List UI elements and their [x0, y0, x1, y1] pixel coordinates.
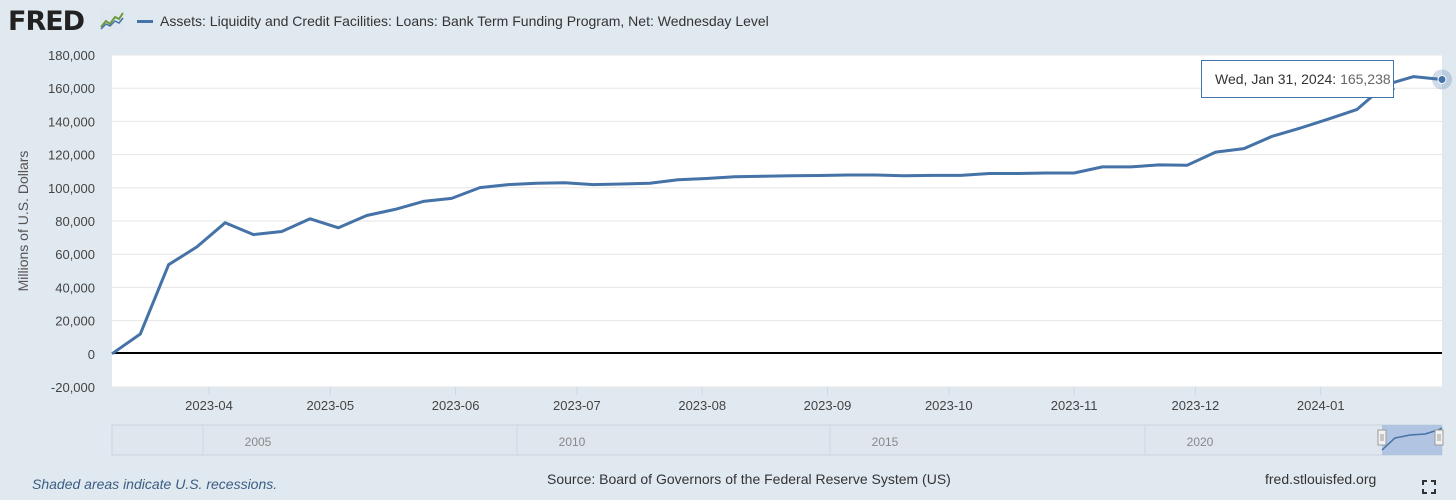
x-tick-label: 2023-05 [306, 398, 354, 413]
navigator-handle-left[interactable] [1377, 429, 1387, 446]
y-axis-ticks: 180,000 160,000 140,000 120,000 100,000 80,00… [48, 48, 95, 395]
navigator-track[interactable] [111, 424, 1443, 456]
legend-swatch [137, 19, 153, 23]
y-tick-label: 0 [88, 347, 95, 362]
hover-point[interactable] [1437, 75, 1447, 85]
tooltip-value: 165,238 [1340, 71, 1391, 87]
navigator-selection[interactable] [1382, 425, 1442, 455]
x-tick-label: 2023-09 [804, 398, 852, 413]
navigator-label: 2020 [1187, 435, 1214, 449]
x-tick-label: 2023-11 [1051, 398, 1098, 413]
source-text: Source: Board of Governors of the Federa… [547, 471, 951, 487]
series [111, 69, 1452, 356]
y-tick-label: 180,000 [48, 48, 95, 63]
tooltip-label: Wed, Jan 31, 2024: [1215, 71, 1337, 87]
y-tick-label: 140,000 [48, 114, 95, 129]
site-link[interactable]: fred.stlouisfed.org [1265, 471, 1377, 487]
y-tick-label: 20,000 [55, 314, 95, 329]
y-tick-label: 80,000 [55, 214, 95, 229]
y-tick-label: -20,000 [51, 380, 95, 395]
fred-logo[interactable]: FRED [8, 6, 85, 37]
navigator-label: 2010 [559, 435, 586, 449]
x-tick-label: 2023-12 [1172, 398, 1220, 413]
x-tick-label: 2023-08 [678, 398, 726, 413]
recession-note: Shaded areas indicate U.S. recessions. [32, 476, 278, 492]
legend-item[interactable]: Assets: Liquidity and Credit Facilities:… [137, 13, 769, 29]
y-tick-label: 40,000 [55, 280, 95, 295]
navigator-labels: 2005 2010 2015 2020 [202, 425, 1214, 455]
x-tick-label: 2023-06 [432, 398, 480, 413]
tooltip: Wed, Jan 31, 2024: 165,238 [1201, 60, 1394, 98]
series-line[interactable] [111, 75, 1443, 356]
fullscreen-icon[interactable] [1422, 480, 1436, 497]
chart-header: FRED Assets: Liquidity and Credit Facili… [0, 0, 1456, 44]
trend-line-icon [100, 10, 124, 30]
legend-label: Assets: Liquidity and Credit Facilities:… [160, 13, 769, 29]
x-tick-label: 2024-01 [1297, 398, 1345, 413]
x-tick-label: 2023-04 [185, 398, 233, 413]
x-tick-label: 2023-07 [553, 398, 601, 413]
navigator-label: 2015 [872, 435, 899, 449]
navigator-label: 2005 [245, 435, 272, 449]
y-tick-label: 100,000 [48, 181, 95, 196]
navigator-handle-right[interactable] [1434, 429, 1444, 446]
y-tick-label: 120,000 [48, 148, 95, 163]
y-tick-label: 60,000 [55, 247, 95, 262]
y-tick-label: 160,000 [48, 81, 95, 96]
y-axis-label: Millions of U.S. Dollars [15, 151, 31, 292]
x-tick-label: 2023-10 [925, 398, 973, 413]
x-axis-ticks: 2023-04 2023-05 2023-06 2023-07 2023-08 2023-… [185, 387, 1345, 413]
